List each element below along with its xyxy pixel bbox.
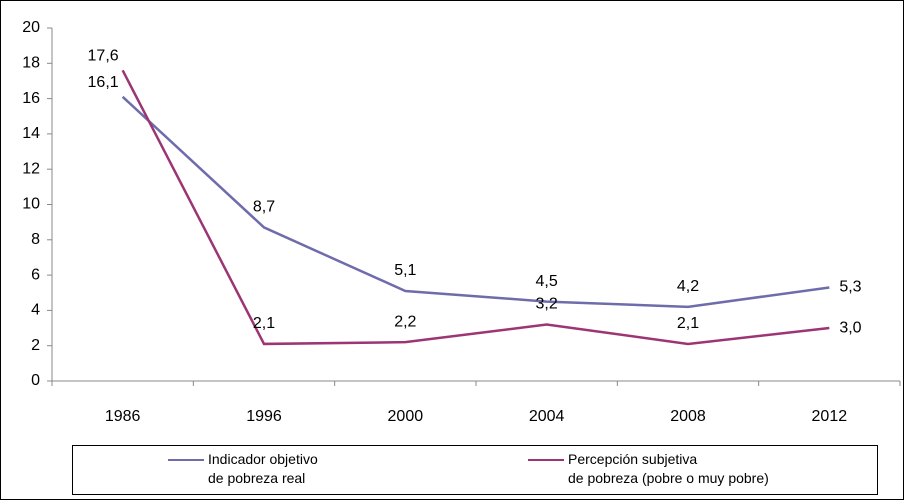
legend-item: Indicador objetivo de pobreza real xyxy=(168,450,318,488)
data-label: 5,1 xyxy=(394,262,416,279)
data-label: 16,1 xyxy=(88,74,119,91)
data-label: 2,1 xyxy=(677,315,699,332)
data-label: 3,2 xyxy=(536,296,558,313)
y-tick-label: 2 xyxy=(31,337,40,354)
y-tick-label: 16 xyxy=(22,90,40,107)
y-tick-label: 0 xyxy=(31,372,40,389)
legend: Indicador objetivo de pobreza real Percep… xyxy=(72,445,878,495)
x-tick-label: 2008 xyxy=(670,408,706,425)
data-label: 8,7 xyxy=(253,199,275,216)
x-tick-label: 2004 xyxy=(529,408,565,425)
legend-label: Percepción subjetiva de pobreza (pobre o… xyxy=(568,451,769,486)
y-tick-label: 18 xyxy=(22,55,40,72)
y-tick-label: 10 xyxy=(22,196,40,213)
legend-label: Indicador objetivo de pobreza real xyxy=(208,451,318,486)
x-tick-label: 1996 xyxy=(246,408,282,425)
data-label: 2,1 xyxy=(253,315,275,332)
y-tick-label: 8 xyxy=(31,231,40,248)
y-tick-label: 6 xyxy=(31,266,40,283)
data-label: 4,5 xyxy=(536,273,558,290)
x-tick-label: 1986 xyxy=(105,408,141,425)
y-tick-label: 4 xyxy=(31,302,40,319)
y-tick-label: 20 xyxy=(22,19,40,36)
y-tick-label: 14 xyxy=(22,125,40,142)
data-label: 17,6 xyxy=(88,48,119,65)
legend-swatch xyxy=(168,459,204,461)
data-label: 4,2 xyxy=(677,278,699,295)
data-label: 2,2 xyxy=(394,313,416,330)
data-label: 3,0 xyxy=(839,319,861,336)
data-label: 5,3 xyxy=(839,279,861,296)
x-tick-label: 2000 xyxy=(388,408,424,425)
line-series xyxy=(121,95,830,309)
legend-swatch xyxy=(528,459,564,461)
line-series xyxy=(121,69,830,346)
legend-item: Percepción subjetiva de pobreza (pobre o… xyxy=(528,450,769,488)
y-tick-label: 12 xyxy=(22,160,40,177)
x-tick-label: 2012 xyxy=(812,408,848,425)
